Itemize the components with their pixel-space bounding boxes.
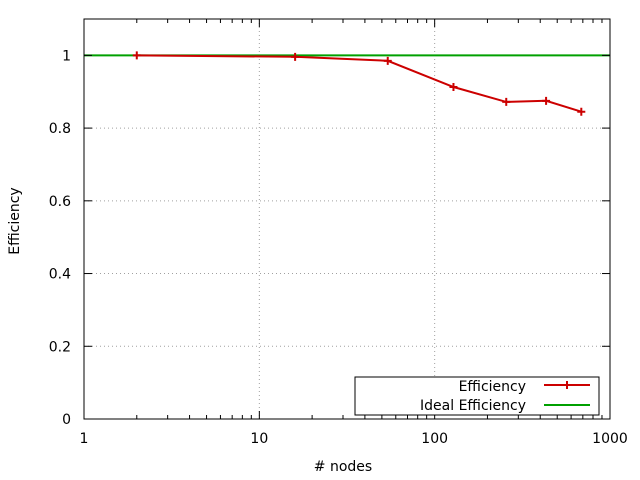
x-tick-label: 1000: [592, 431, 628, 447]
y-tick-label: 0: [62, 412, 71, 428]
x-tick-label: 100: [421, 431, 448, 447]
x-axis-label: # nodes: [314, 459, 372, 475]
legend-marker-efficiency: [563, 381, 571, 389]
data-point-efficiency: [577, 107, 586, 116]
legend-box: [354, 376, 600, 416]
legend-label-ideal-efficiency: Ideal Efficiency: [420, 398, 526, 414]
plot-frame: [83, 18, 611, 420]
data-point-efficiency: [542, 96, 551, 105]
grid: [84, 19, 610, 419]
axis-ticks: 0 0.2 0.4 0.6 0.8 1 1 10 100 1000: [49, 19, 628, 447]
data-point-efficiency: [383, 56, 392, 65]
x-tick-label: 10: [250, 431, 268, 447]
legend-label-efficiency: Efficiency: [459, 379, 526, 395]
series-line-efficiency: [136, 54, 582, 113]
legend: Efficiency Ideal Efficiency: [354, 376, 600, 416]
data-point-efficiency: [132, 51, 141, 60]
data-point-efficiency: [449, 83, 458, 91]
y-tick-label: 0.8: [49, 121, 71, 137]
y-tick-label: 0.2: [49, 339, 71, 355]
data-point-efficiency: [291, 52, 300, 61]
y-tick-label: 0.4: [49, 267, 71, 283]
y-axis-label: Efficiency: [7, 187, 23, 254]
data-point-efficiency: [502, 97, 511, 106]
y-tick-label: 0.6: [49, 194, 71, 210]
series-layer: [84, 51, 610, 116]
y-tick-label: 1: [62, 48, 71, 64]
x-tick-label: 1: [80, 431, 89, 447]
